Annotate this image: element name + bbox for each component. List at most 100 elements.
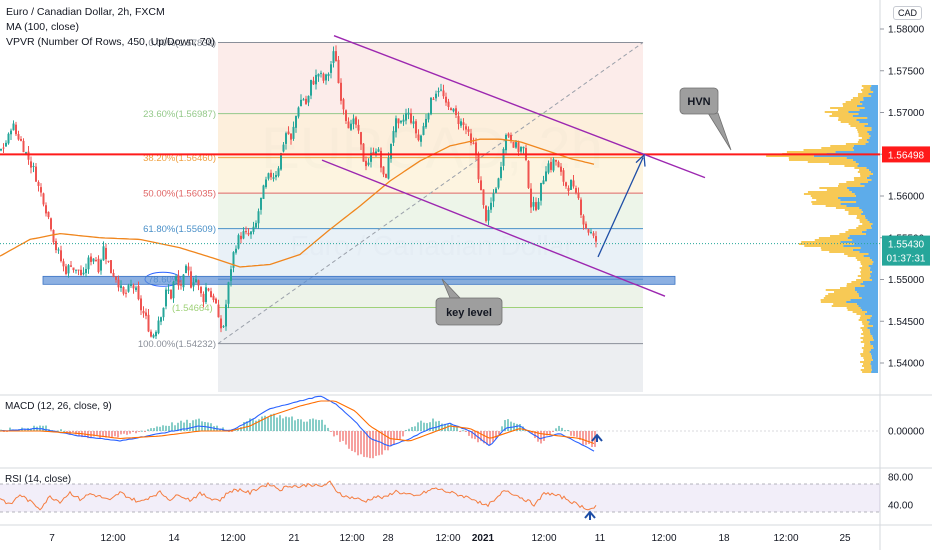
macd-histogram-bar [189,423,191,431]
rsi-line[interactable] [0,480,597,511]
macd-histogram-bar [486,431,488,445]
volume-profile-row-down [866,139,878,141]
volume-profile-row-up [858,225,871,227]
volume-profile-row-down [859,121,878,123]
volume-profile-row-up [863,363,871,365]
candle-down [485,205,487,222]
volume-profile-row-up [854,167,867,169]
volume-profile-row-up [799,243,855,245]
volume-profile-row-down [865,217,878,219]
volume-profile-row-up [863,349,871,351]
key-level-callout-box[interactable] [435,297,503,326]
candle-up [175,276,177,281]
volume-profile-row-up [860,353,871,355]
candle-up [392,130,395,143]
macd-histogram-bar [144,431,146,432]
macd-histogram-bar [342,431,344,441]
time-axis-tick: 12:00 [339,533,364,544]
candle-up [222,326,225,328]
channel-upper-line[interactable] [333,35,706,179]
candle-up [315,75,317,85]
projection-arrow-line[interactable] [597,157,644,258]
volume-profile-row-down [852,147,878,149]
volume-profile-row-up [848,211,863,213]
macd-histogram-bar [108,431,110,438]
volume-profile-row-down [859,251,878,253]
candle-up [160,317,162,322]
fib-zone [218,193,643,229]
ma-legend[interactable]: MA (100, close) [6,21,79,33]
candle-down [587,229,590,233]
volume-profile-row-up [825,205,847,207]
moving-average-line[interactable] [0,138,595,268]
macd-histogram-bar [354,431,356,453]
price-axis-tick: 1.55000 [888,275,925,286]
macd-histogram-bar [309,419,311,431]
current-price-badge[interactable] [882,235,930,266]
fib-trend-line[interactable] [217,42,644,345]
candle-up [280,153,282,170]
candle-up [400,120,402,123]
volume-profile-row-down [865,233,878,235]
macd-line[interactable] [0,395,595,452]
volume-profile-row-up [828,163,859,165]
volume-profile-row-up [857,141,869,143]
candle-down [360,132,362,145]
macd-legend[interactable]: MACD (12, 26, close, 9) [5,401,112,412]
channel-lower-line[interactable] [321,159,666,297]
candle-up [540,182,542,201]
currency-button[interactable]: CAD [893,6,923,20]
macd-histogram-bar [297,418,299,431]
candle-down [95,259,97,261]
vpvr-legend[interactable]: VPVR (Number Of Rows, 450, Up/Down, 70) [6,36,215,48]
macd-histogram-bar [102,431,104,438]
macd-histogram-bar [402,431,404,437]
macd-histogram-bar [156,426,158,431]
macd-histogram-bar [564,430,566,432]
volume-profile-row-down [864,185,878,187]
volume-profile-row-up [855,127,872,129]
candle-down [27,151,30,160]
volume-profile-row-down [866,311,878,313]
macd-histogram-bar [186,419,188,431]
key-level-zone[interactable] [42,275,676,285]
volume-profile-row-up [857,171,871,173]
macd-signal-line[interactable] [0,400,595,445]
symbol-title[interactable]: Euro / Canadian Dollar, 2h, FXCM [6,6,165,18]
volume-profile-row-down [871,179,878,181]
candle-down [72,267,75,271]
candle-up [317,73,320,77]
fib-level-label: 100.00%(1.54232) [138,339,216,350]
candle-down [322,73,325,81]
candle-up [205,287,207,303]
macd-histogram-bar [435,421,437,431]
rsi-legend[interactable]: RSI (14, close) [5,474,72,485]
volume-profile-row-up [855,257,870,259]
macd-up-arrow [591,433,603,442]
macd-histogram-bar [294,420,296,431]
volume-profile-row-down [846,301,878,303]
volume-profile-row-down [871,95,878,97]
macd-histogram-bar [267,417,269,431]
macd-histogram-bar [243,421,245,431]
volume-profile-row-up [862,329,870,331]
volume-profile-row-up [807,161,856,163]
volume-profile-row-up [863,351,870,353]
macd-histogram-bar [111,431,113,437]
candle-up [547,163,550,173]
macd-histogram-bar [312,418,314,431]
candle-up [102,246,105,261]
fib-level-label: 23.60%(1.56987) [143,109,216,120]
hvn-callout-box[interactable] [679,87,719,115]
macd-histogram-bar [159,426,161,431]
resistance-price-badge[interactable] [882,146,930,163]
time-axis-tick: 12:00 [651,533,676,544]
candle-down [112,272,115,277]
volume-profile-row-up [857,275,871,277]
volume-profile-row-down [871,367,878,369]
volume-profile-row-down [871,271,878,273]
volume-profile-row-up [843,105,857,107]
volume-profile-row-down [870,135,878,137]
volume-profile-row-down [854,287,878,289]
